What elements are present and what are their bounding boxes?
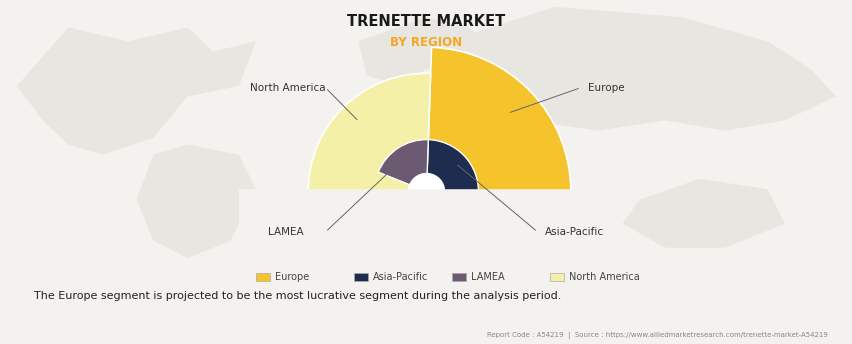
Text: BY REGION: BY REGION — [390, 36, 462, 49]
Text: North America: North America — [568, 272, 639, 282]
Polygon shape — [469, 7, 835, 131]
Text: Europe: Europe — [274, 272, 308, 282]
Polygon shape — [358, 17, 494, 86]
Text: Europe: Europe — [588, 83, 624, 93]
Text: TRENETTE MARKET: TRENETTE MARKET — [347, 14, 505, 29]
Text: LAMEA: LAMEA — [470, 272, 504, 282]
Text: Asia-Pacific: Asia-Pacific — [544, 227, 603, 237]
Wedge shape — [426, 47, 570, 192]
Text: LAMEA: LAMEA — [268, 227, 303, 237]
Polygon shape — [366, 76, 511, 224]
Circle shape — [407, 173, 445, 210]
Text: Asia-Pacific: Asia-Pacific — [372, 272, 428, 282]
Polygon shape — [17, 28, 256, 155]
Text: Report Code : A54219  |  Source : https://www.alliedmarketresearch.com/trenette-: Report Code : A54219 | Source : https://… — [486, 332, 826, 339]
Polygon shape — [622, 179, 784, 248]
Bar — [210, 192, 642, 264]
Wedge shape — [426, 140, 478, 192]
Text: The Europe segment is projected to be the most lucrative segment during the anal: The Europe segment is projected to be th… — [34, 291, 561, 301]
Wedge shape — [308, 73, 430, 192]
Wedge shape — [378, 140, 428, 192]
Polygon shape — [136, 144, 256, 258]
Text: North America: North America — [250, 83, 325, 93]
